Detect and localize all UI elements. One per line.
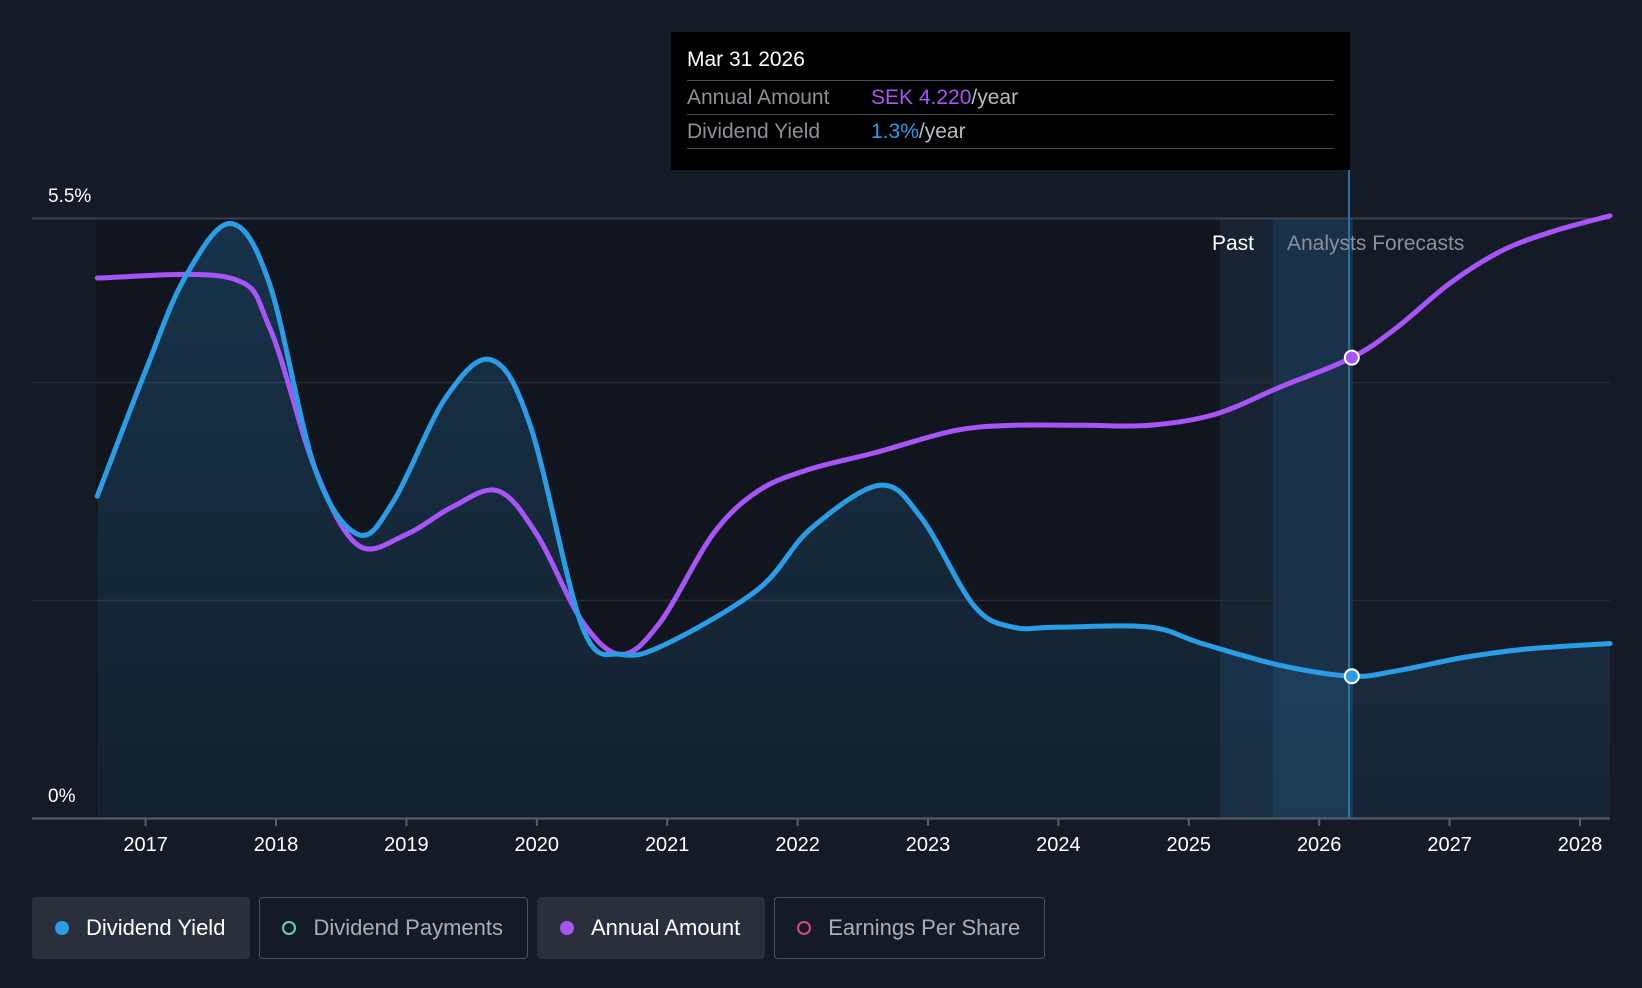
tooltip: Mar 31 2026 Annual Amount SEK 4.220/year… (671, 32, 1350, 170)
filled-dot-icon (559, 921, 574, 935)
legend-label: Dividend Yield (86, 915, 226, 940)
past-label: Past (1212, 232, 1254, 255)
dividend-yield-line (94, 221, 1613, 679)
x-tick-label: 2026 (1297, 834, 1342, 856)
legend-label: Earnings Per Share (828, 915, 1021, 940)
hollow-dot-icon (797, 921, 812, 935)
legend-annual-amount-button[interactable]: Annual Amount (536, 897, 766, 959)
legend-earnings-per-share-button[interactable]: Earnings Per Share (774, 897, 1046, 959)
x-tick-label: 2024 (1036, 834, 1081, 856)
x-tick-label: 2023 (906, 834, 951, 856)
y-tick-top: 5.5% (48, 186, 91, 207)
tooltip-row-dividend-yield: Dividend Yield 1.3%/year (687, 114, 1334, 149)
dividend-yield-hover-marker (1343, 668, 1360, 685)
x-tick-label: 2025 (1167, 834, 1212, 856)
x-tick-label: 2018 (254, 834, 299, 856)
tooltip-unit: /year (971, 85, 1019, 109)
legend-dividend-yield-button[interactable]: Dividend Yield (32, 897, 251, 959)
legend: Dividend Yield Dividend Payments Annual … (32, 897, 1046, 959)
tooltip-value: 1.3% (871, 119, 919, 143)
dividend-yield-area (97, 223, 1610, 818)
x-tick-label: 2020 (515, 834, 560, 856)
tooltip-label: Dividend Yield (687, 119, 821, 143)
x-tick-label: 2019 (384, 834, 429, 856)
analysts-forecasts-label: Analysts Forecasts (1287, 232, 1464, 255)
x-tick-label: 2017 (123, 834, 168, 856)
x-tick-label: 2022 (775, 834, 820, 856)
hollow-dot-icon (282, 921, 297, 935)
tooltip-row-annual-amount: Annual Amount SEK 4.220/year (687, 80, 1334, 114)
y-tick-bottom: 0% (48, 786, 76, 807)
legend-label: Dividend Payments (313, 915, 503, 940)
annual-amount-hover-marker (1343, 349, 1360, 366)
legend-label: Annual Amount (590, 915, 741, 940)
tooltip-value: SEK 4.220 (871, 85, 972, 109)
x-tick-label: 2028 (1558, 834, 1603, 856)
x-tick-label: 2027 (1427, 834, 1472, 856)
tooltip-label: Annual Amount (687, 85, 830, 109)
x-tick-label: 2021 (645, 834, 690, 856)
tooltip-date: Mar 31 2026 (687, 48, 805, 71)
filled-dot-icon (55, 921, 69, 935)
tooltip-unit: /year (918, 119, 966, 143)
legend-dividend-payments-button[interactable]: Dividend Payments (259, 897, 528, 959)
